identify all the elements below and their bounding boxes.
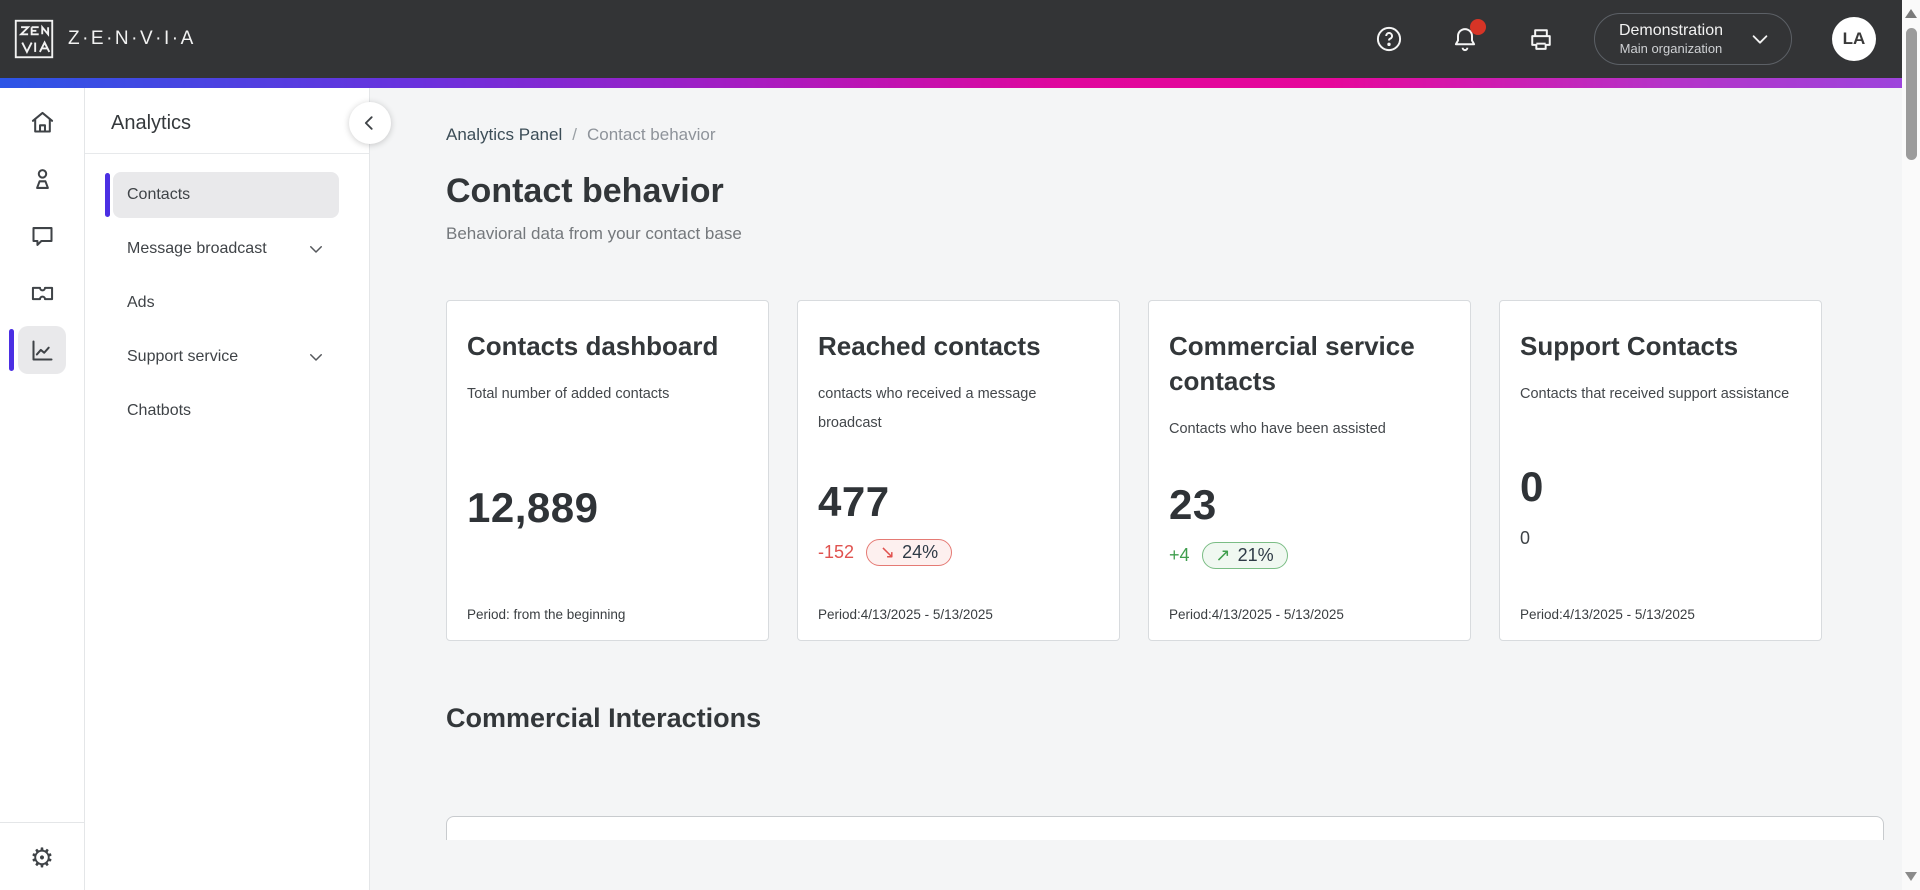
card-delta-row: +4 ↗ 21% <box>1169 541 1450 571</box>
kpi-cards-row: Contacts dashboard Total number of added… <box>446 300 1884 641</box>
help-icon <box>1376 26 1402 52</box>
breadcrumb-current: Contact behavior <box>586 125 716 144</box>
sidebar-item-chatbots[interactable]: Chatbots <box>113 388 339 434</box>
bell-icon <box>1454 28 1476 52</box>
card-value: 12,889 <box>467 484 599 532</box>
chevron-down-icon <box>1752 35 1768 44</box>
card-title: Reached contacts <box>818 331 1041 361</box>
commercial-interactions-card <box>446 816 1884 840</box>
analytics-sidebar: Analytics Contacts Message broadcast Ads… <box>85 88 370 890</box>
sidebar-title: Analytics <box>111 112 192 134</box>
home-icon <box>31 111 53 133</box>
card-description: Total number of added contacts <box>467 386 670 403</box>
brand-wordmark: Z·E·N·V·I·A <box>68 28 196 49</box>
card-title: Support Contacts <box>1520 331 1739 361</box>
card-period: Period:4/13/2025 - 5/13/2025 <box>1520 607 1695 622</box>
card-period: Period:4/13/2025 - 5/13/2025 <box>818 607 993 622</box>
sidebar-item-support-service[interactable]: Support service <box>113 334 339 380</box>
sidebar-nav: Contacts Message broadcast Ads Support s… <box>85 154 369 434</box>
print-button[interactable] <box>1524 22 1558 56</box>
trend-badge: ↘ 24% <box>866 539 953 567</box>
chevron-down-icon <box>310 246 322 253</box>
card-title: Commercial service contacts <box>1169 331 1415 397</box>
delta-percentage: 24% <box>902 542 939 563</box>
card-description: contacts who received a message broadcas… <box>818 386 1037 432</box>
sidebar-item-label: Support service <box>127 348 239 365</box>
active-indicator <box>105 173 110 217</box>
card-delta-row: -152 ↘ 24% <box>818 538 1099 568</box>
scrollbar-thumb[interactable] <box>1905 28 1917 160</box>
breadcrumb-parent-link[interactable]: Analytics Panel <box>446 125 563 144</box>
top-bar-actions: Demonstration Main organization LA <box>1330 13 1876 65</box>
card-title: Contacts dashboard <box>467 331 719 361</box>
scroll-down-arrow-icon[interactable] <box>1905 872 1917 881</box>
brand-gradient-bar <box>0 78 1902 88</box>
page-scrollbar[interactable] <box>1902 0 1920 890</box>
chevron-down-icon <box>310 354 322 361</box>
section-title-commercial-interactions: Commercial Interactions <box>446 703 762 733</box>
user-avatar[interactable]: LA <box>1832 17 1876 61</box>
ticket-icon <box>31 286 53 300</box>
card-description: Contacts that received support assistanc… <box>1520 386 1790 403</box>
settings-gear-icon[interactable]: ⚙ <box>29 843 55 874</box>
delta-value: -152 <box>818 542 855 563</box>
icon-rail: ⚙ <box>0 88 85 890</box>
trend-badge: ↗ 21% <box>1201 542 1288 570</box>
main-content: Analytics Panel / Contact behavior Conta… <box>370 88 1902 890</box>
card-period: Period:4/13/2025 - 5/13/2025 <box>1169 607 1344 622</box>
trend-down-arrow-icon: ↘ <box>880 542 896 564</box>
rail-item-home[interactable] <box>18 98 66 146</box>
sidebar-item-contacts[interactable]: Contacts <box>105 172 339 218</box>
card-value: 23 <box>1169 480 1217 528</box>
sidebar-item-message-broadcast[interactable]: Message broadcast <box>113 226 339 272</box>
card-delta-row: 0 <box>1520 523 1801 553</box>
active-indicator <box>9 329 14 371</box>
card-period: Period: from the beginning <box>467 607 626 622</box>
brand-logo[interactable]: Z·E·N·V·I·A <box>14 19 196 59</box>
chat-icon <box>31 226 53 246</box>
rail-item-contacts[interactable] <box>18 155 66 203</box>
chevron-left-icon <box>364 116 373 130</box>
card-contacts-dashboard: Contacts dashboard Total number of added… <box>446 300 769 641</box>
top-bar: Z·E·N·V·I·A Demonstra <box>0 0 1902 78</box>
organization-switcher[interactable]: Demonstration Main organization <box>1593 13 1792 65</box>
page-subtitle: Behavioral data from your contact base <box>446 224 742 243</box>
delta-value: +4 <box>1169 545 1190 566</box>
card-support-contacts: Support Contacts Contacts that received … <box>1499 300 1822 641</box>
sidebar-item-label: Ads <box>127 294 155 311</box>
sidebar-item-label: Contacts <box>127 186 191 203</box>
notifications-button[interactable] <box>1448 19 1486 56</box>
card-value: 477 <box>818 477 890 525</box>
person-icon <box>35 168 49 189</box>
sidebar-item-label: Message broadcast <box>127 240 267 257</box>
rail-item-analytics[interactable] <box>9 326 66 374</box>
delta-percentage: 21% <box>1237 545 1274 566</box>
trend-up-arrow-icon: ↗ <box>1215 545 1231 567</box>
scroll-up-arrow-icon[interactable] <box>1905 9 1917 18</box>
organization-name: Demonstration <box>1618 21 1723 39</box>
help-button[interactable] <box>1372 22 1406 56</box>
card-commercial-service-contacts: Commercial service contacts Contacts who… <box>1148 300 1471 641</box>
rail-footer: ⚙ <box>0 822 85 890</box>
sidebar-header: Analytics <box>85 88 369 154</box>
card-description: Contacts who have been assisted <box>1169 421 1386 438</box>
printer-icon <box>1531 29 1551 50</box>
app-body: ⚙ Analytics Contacts Message broadcast A… <box>0 88 1902 890</box>
page-title: Contact behavior <box>446 172 724 210</box>
rail-item-conversations[interactable] <box>18 212 66 260</box>
organization-type: Main organization <box>1619 40 1723 56</box>
rail-item-sales[interactable] <box>18 269 66 317</box>
notification-dot <box>1469 19 1486 35</box>
zenvia-logo-icon <box>14 19 54 59</box>
line-chart-icon <box>31 339 53 361</box>
card-reached-contacts: Reached contacts contacts who received a… <box>797 300 1120 641</box>
sidebar-item-ads[interactable]: Ads <box>113 280 339 326</box>
sidebar-item-label: Chatbots <box>127 402 192 419</box>
sidebar-collapse-button[interactable] <box>349 102 391 144</box>
delta-value: 0 <box>1520 527 1531 548</box>
breadcrumb: Analytics Panel / Contact behavior <box>446 125 1884 145</box>
card-value: 0 <box>1520 463 1544 511</box>
organization-info: Demonstration Main organization <box>1619 21 1723 57</box>
breadcrumb-separator: / <box>572 125 577 144</box>
